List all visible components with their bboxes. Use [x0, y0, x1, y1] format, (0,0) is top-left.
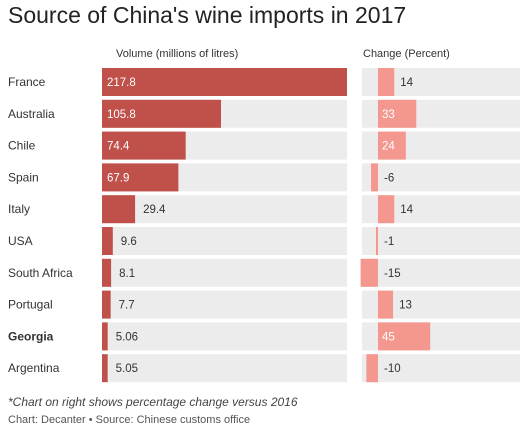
volume-row-bg-south-africa	[102, 258, 347, 287]
volume-bar-italy	[102, 195, 136, 224]
volume-value-label-argentina: 5.05	[116, 363, 138, 375]
change-value-label-france: 14	[400, 77, 413, 89]
volume-value-label-spain: 67.9	[107, 172, 129, 184]
change-value-label-south-africa: -15	[384, 268, 401, 280]
change-value-label-usa: -1	[384, 236, 394, 248]
volume-value-label-georgia: 5.06	[116, 331, 138, 343]
change-bar-argentina	[366, 354, 378, 383]
volume-bar-usa	[102, 227, 113, 255]
volume-column-header: Volume (millions of litres)	[116, 48, 239, 60]
change-bar-france	[378, 68, 395, 96]
category-label-georgia: Georgia	[8, 329, 54, 343]
change-value-label-portugal: 13	[399, 300, 412, 312]
volume-row-bg-italy	[102, 195, 347, 224]
change-value-label-argentina: -10	[384, 363, 401, 375]
change-value-label-georgia: 45	[382, 331, 395, 343]
category-label-south-africa: South Africa	[8, 266, 73, 280]
volume-bar-chile	[102, 131, 186, 160]
category-label-australia: Australia	[8, 107, 55, 121]
volume-row-bg-argentina	[102, 354, 347, 383]
volume-row-bg-portugal	[102, 290, 347, 319]
volume-bar-spain	[102, 163, 179, 192]
volume-value-label-italy: 29.4	[143, 204, 166, 216]
volume-value-label-australia: 105.8	[107, 109, 136, 121]
change-row-bg-usa	[362, 227, 520, 255]
volume-bar-argentina	[102, 354, 108, 383]
category-label-spain: Spain	[8, 170, 39, 184]
volume-bar-south-africa	[102, 258, 112, 287]
volume-value-label-usa: 9.6	[121, 236, 137, 248]
change-value-label-italy: 14	[400, 204, 413, 216]
category-label-france: France	[8, 75, 46, 89]
category-label-italy: Italy	[8, 202, 30, 216]
chart-footnote: *Chart on right shows percentage change …	[8, 395, 298, 409]
change-bar-portugal	[378, 290, 394, 319]
change-row-bg-argentina	[362, 354, 520, 383]
volume-value-label-chile: 74.4	[107, 141, 130, 153]
chart-title: Source of China's wine imports in 2017	[8, 2, 407, 28]
change-bar-italy	[378, 195, 395, 224]
volume-row-bg-usa	[102, 227, 347, 255]
volume-bar-georgia	[102, 322, 108, 351]
volume-value-label-south-africa: 8.1	[119, 268, 135, 280]
change-bar-usa	[376, 227, 378, 255]
change-bar-south-africa	[360, 258, 378, 287]
change-bar-australia	[378, 99, 417, 128]
change-row-bg-south-africa	[362, 258, 520, 287]
change-row-bg-spain	[362, 163, 520, 192]
change-bar-chile	[378, 131, 406, 160]
change-value-label-chile: 24	[382, 141, 395, 153]
change-column-header: Change (Percent)	[363, 48, 450, 60]
volume-value-label-portugal: 7.7	[119, 300, 135, 312]
change-value-label-australia: 33	[382, 109, 395, 121]
change-value-label-spain: -6	[384, 172, 394, 184]
chart-source: Chart: Decanter • Source: Chinese custom…	[8, 414, 251, 426]
change-bar-georgia	[378, 322, 431, 351]
category-label-usa: USA	[8, 234, 33, 248]
category-label-chile: Chile	[8, 139, 36, 153]
volume-bar-australia	[102, 99, 222, 128]
volume-row-bg-georgia	[102, 322, 347, 351]
volume-value-label-france: 217.8	[107, 77, 136, 89]
category-label-portugal: Portugal	[8, 298, 53, 312]
volume-bar-portugal	[102, 290, 111, 319]
category-label-argentina: Argentina	[8, 361, 60, 375]
volume-bar-france	[102, 68, 347, 96]
change-bar-spain	[371, 163, 378, 192]
